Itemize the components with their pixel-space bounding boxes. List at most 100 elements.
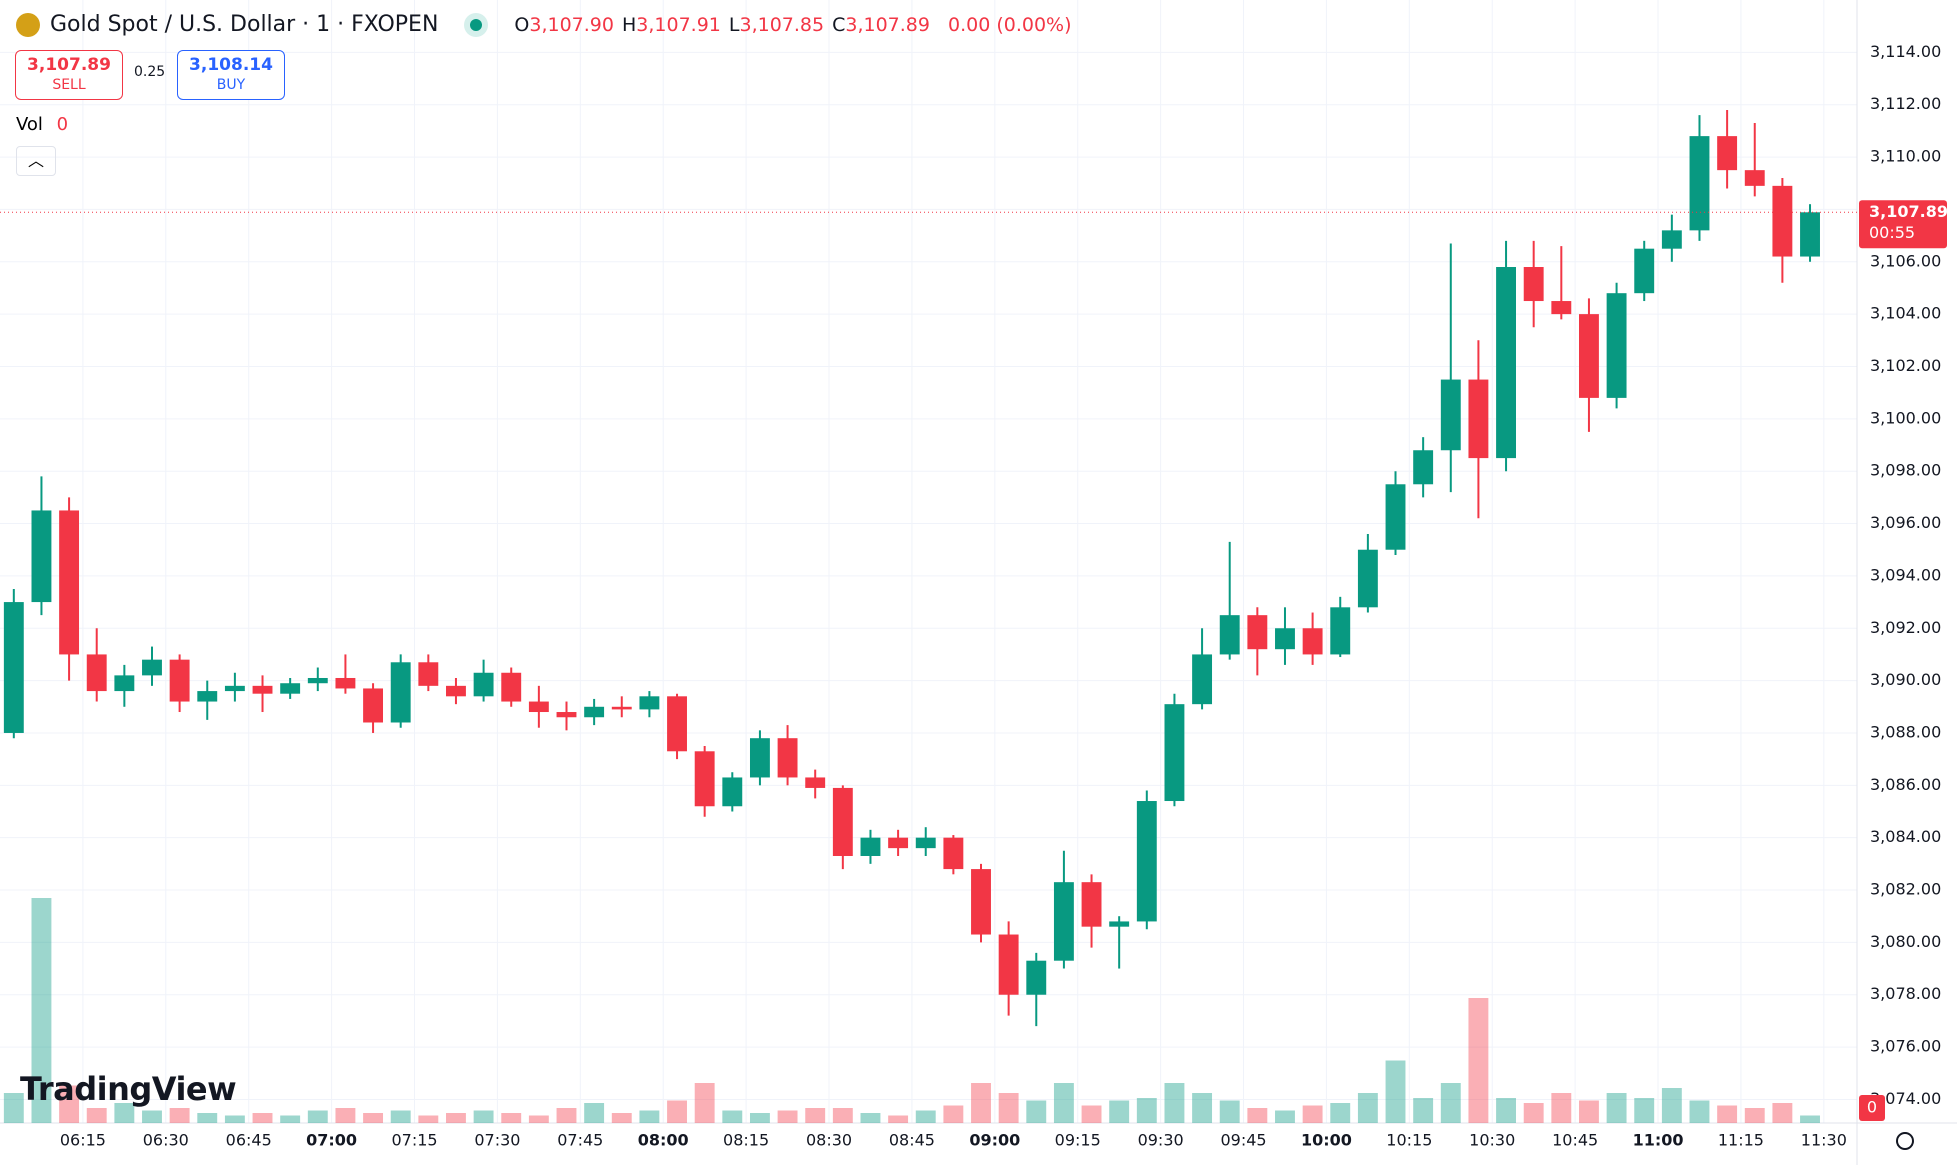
- volume-bar: [1496, 1098, 1516, 1123]
- volume-value-label: 0: [1867, 1098, 1877, 1117]
- y-tick-label: 3,092.00: [1870, 618, 1941, 637]
- x-tick-label: 09:45: [1220, 1131, 1266, 1150]
- candle-body: [1689, 136, 1710, 231]
- candle-body: [1247, 615, 1268, 650]
- change: 0.00 (0.00%): [947, 13, 1072, 36]
- candle-body: [1440, 379, 1461, 451]
- sell-label: SELL: [52, 77, 86, 93]
- symbol-title[interactable]: Gold Spot / U.S. Dollar · 1 · FXOPEN: [50, 12, 439, 37]
- candle-body: [1164, 704, 1185, 802]
- volume-bar: [252, 1113, 273, 1123]
- volume-bar: [860, 1113, 881, 1123]
- candle-body: [169, 659, 190, 702]
- volume-bar: [1302, 1105, 1323, 1123]
- x-tick-label: 06:30: [143, 1131, 189, 1150]
- volume-bar: [832, 1108, 853, 1123]
- volume-bar: [998, 1093, 1019, 1123]
- candle-body: [805, 777, 826, 788]
- price-axis-bg: [1857, 0, 1957, 1165]
- candle-body: [528, 701, 549, 713]
- last-price-box: [1859, 200, 1947, 249]
- volume-bar: [1275, 1110, 1295, 1123]
- volume-bar: [1219, 1100, 1240, 1123]
- candle-body: [1053, 882, 1074, 961]
- volume-bar: [1579, 1100, 1599, 1123]
- collapse-button[interactable]: ︿: [16, 146, 56, 176]
- volume-bar: [1744, 1108, 1765, 1123]
- candle-body: [1219, 615, 1240, 655]
- volume-bar: [59, 1085, 80, 1123]
- volume-bar: [777, 1110, 798, 1123]
- candle-body: [556, 712, 577, 718]
- settings-icon: [1896, 1132, 1914, 1150]
- y-tick-label: 3,114.00: [1870, 42, 1941, 61]
- x-tick-label: 10:45: [1552, 1131, 1598, 1150]
- candle-body: [667, 696, 687, 752]
- volume-bar: [1164, 1083, 1185, 1123]
- y-tick-label: 3,086.00: [1870, 775, 1941, 794]
- candle-body: [86, 654, 107, 692]
- candle-body: [915, 837, 936, 849]
- volume-bar: [1468, 998, 1489, 1123]
- volume-bar: [722, 1110, 743, 1123]
- volume-bar: [556, 1108, 577, 1123]
- candle-body: [1579, 314, 1599, 398]
- volume-bar: [363, 1113, 384, 1123]
- y-tick-label: 3,078.00: [1870, 984, 1941, 1003]
- x-tick-label: 08:00: [638, 1131, 689, 1150]
- y-tick-label: 3,098.00: [1870, 461, 1941, 480]
- volume-bar: [1440, 1083, 1461, 1123]
- buy-button[interactable]: 3,108.14 BUY: [177, 50, 285, 100]
- ohlc-key: O: [514, 13, 530, 36]
- volume-bar: [1026, 1100, 1047, 1123]
- volume-bar: [1136, 1098, 1157, 1123]
- volume-bar: [915, 1110, 936, 1123]
- volume-bar: [1661, 1088, 1682, 1123]
- sell-button[interactable]: 3,107.89 SELL: [15, 50, 123, 100]
- candle-body: [1523, 267, 1544, 302]
- candle-body: [3, 602, 24, 733]
- volume-bar: [1247, 1108, 1268, 1123]
- x-tick-label: 07:00: [306, 1131, 357, 1150]
- volume-bar: [1385, 1060, 1406, 1123]
- volume-bar: [335, 1108, 356, 1123]
- buy-price: 3,108.14: [189, 55, 273, 75]
- buy-label: BUY: [216, 77, 246, 93]
- volume-bar: [694, 1083, 715, 1123]
- candle-body: [390, 662, 411, 723]
- volume-bar: [1053, 1083, 1074, 1123]
- volume-bar: [584, 1103, 605, 1123]
- volume-bar: [1634, 1098, 1655, 1123]
- y-tick-label: 3,112.00: [1870, 94, 1941, 113]
- brand-logo: TradingView: [20, 1070, 237, 1108]
- candle-body: [971, 869, 991, 935]
- volume-bar: [1109, 1100, 1130, 1123]
- x-tick-label: 08:15: [723, 1131, 769, 1150]
- candle-body: [1496, 267, 1516, 459]
- candle-body: [142, 659, 162, 676]
- sell-price: 3,107.89: [27, 55, 111, 75]
- countdown-label: 00:55: [1869, 223, 1915, 242]
- x-tick-label: 10:00: [1301, 1131, 1352, 1150]
- volume-bar: [3, 1093, 24, 1123]
- candle-body: [1192, 654, 1213, 705]
- candle-body: [1468, 379, 1489, 459]
- candle-body: [1717, 136, 1738, 171]
- volume-bar: [446, 1113, 466, 1123]
- candle-body: [280, 683, 301, 694]
- x-tick-label: 11:00: [1633, 1131, 1684, 1150]
- volume-bar: [1413, 1098, 1434, 1123]
- symbol-icon: [16, 12, 40, 37]
- volume-bar: [1772, 1103, 1793, 1123]
- candle-body: [943, 837, 964, 870]
- candle-body: [584, 706, 605, 718]
- y-tick-label: 3,076.00: [1870, 1037, 1941, 1056]
- candle-body: [888, 837, 909, 849]
- spread: 0.25: [134, 64, 166, 80]
- y-tick-label: 3,102.00: [1870, 356, 1941, 375]
- candle-body: [418, 662, 439, 686]
- market-status: [470, 18, 483, 31]
- candle-body: [31, 510, 52, 603]
- candle-body: [1385, 484, 1406, 550]
- candle-body: [501, 672, 522, 702]
